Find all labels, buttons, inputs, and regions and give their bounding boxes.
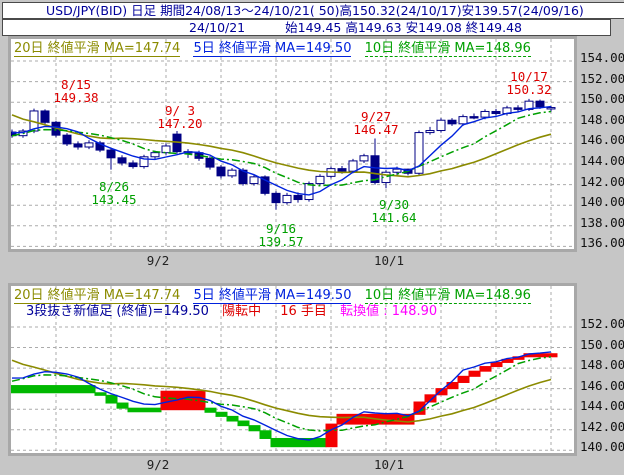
ma5-legend-label: 5日 終値平滑 MA=149.50 [193,41,352,57]
peak-trough-annotation: 10/17 150.32 [506,69,552,97]
y-axis-price-label: 152.00 [580,316,624,331]
current-date: 24/10/21 [189,20,246,35]
y-axis-price-label: 154.00 [580,50,624,65]
ma10-legend-label: 10日 終値平滑 MA=148.96 [364,41,531,57]
chart1-ma-legend: 20日 終値平滑 MA=147.74 5日 終値平滑 MA=149.50 10日… [14,37,540,57]
candle-chart-canvas[interactable] [11,39,574,249]
quote-header-line: USD/JPY(BID) 日足 期間24/08/13～24/10/21( 50)… [2,2,624,19]
y-axis-price-label: 150.00 [580,336,624,352]
bull-state-label: 陽転中 [222,304,262,319]
peak-trough-annotation: 8/26 143.45 [91,179,137,207]
y-axis-price-label: 152.00 [580,70,624,86]
x-axis-date-label: 9/2 [146,253,170,268]
reversal-value-label: 転換値 : 148.90 [340,304,438,319]
y-axis-price-label: 140.00 [580,439,624,455]
peak-trough-annotation: 9/27 146.47 [353,109,399,137]
ma10-legend-label: 10日 終値平滑 MA=148.96 [364,288,531,304]
y-axis-price-label: 138.00 [580,214,624,230]
x-axis-date-label: 10/1 [373,253,405,268]
peak-trough-annotation: 9/ 3 147.20 [157,103,203,131]
peak-trough-annotation: 8/15 149.38 [53,77,99,105]
y-axis-price-label: 136.00 [580,235,624,251]
y-axis-price-label: 146.00 [580,132,624,148]
y-axis-price-label: 148.00 [580,357,624,373]
ma5-legend-label: 5日 終値平滑 MA=149.50 [193,288,352,304]
y-axis-price-label: 150.00 [580,91,624,107]
y-axis-price-label: 148.00 [580,111,624,127]
bar-count-label: 16 手目 [280,304,327,319]
ma20-legend-label: 20日 終値平滑 MA=147.74 [14,41,181,57]
x-axis-date-label: 10/1 [373,457,405,472]
line-break-status-line: 3段抜き新値足 (終値)=149.50 陽転中 16 手目 転換値 : 148.… [26,300,446,319]
peak-trough-annotation: 9/30 141.64 [371,197,417,225]
chart2-ma-legend: 20日 終値平滑 MA=147.74 5日 終値平滑 MA=149.50 10日… [14,284,540,304]
daily-candle-chart-panel[interactable] [8,36,577,252]
x-axis-date-label: 9/2 [146,457,170,472]
ma20-legend-label: 20日 終値平滑 MA=147.74 [14,288,181,304]
line-break-chart-panel[interactable] [8,283,577,456]
y-axis-price-label: 144.00 [580,398,624,414]
line-break-chart-canvas[interactable] [11,286,574,453]
date-ohlc-line: 24/10/21 始149.45 高149.63 安149.08 終149.48 [2,19,611,36]
peak-trough-annotation: 9/16 139.57 [258,221,304,249]
y-axis-price-label: 140.00 [580,194,624,210]
y-axis-price-label: 142.00 [580,418,624,434]
y-axis-price-label: 144.00 [580,153,624,168]
y-axis-price-label: 142.00 [580,173,624,189]
ohlc-values: 始149.45 高149.63 安149.08 終149.48 [285,20,523,35]
line-break-value-label: 3段抜き新値足 (終値)=149.50 [26,304,209,319]
y-axis-price-label: 146.00 [580,377,624,393]
